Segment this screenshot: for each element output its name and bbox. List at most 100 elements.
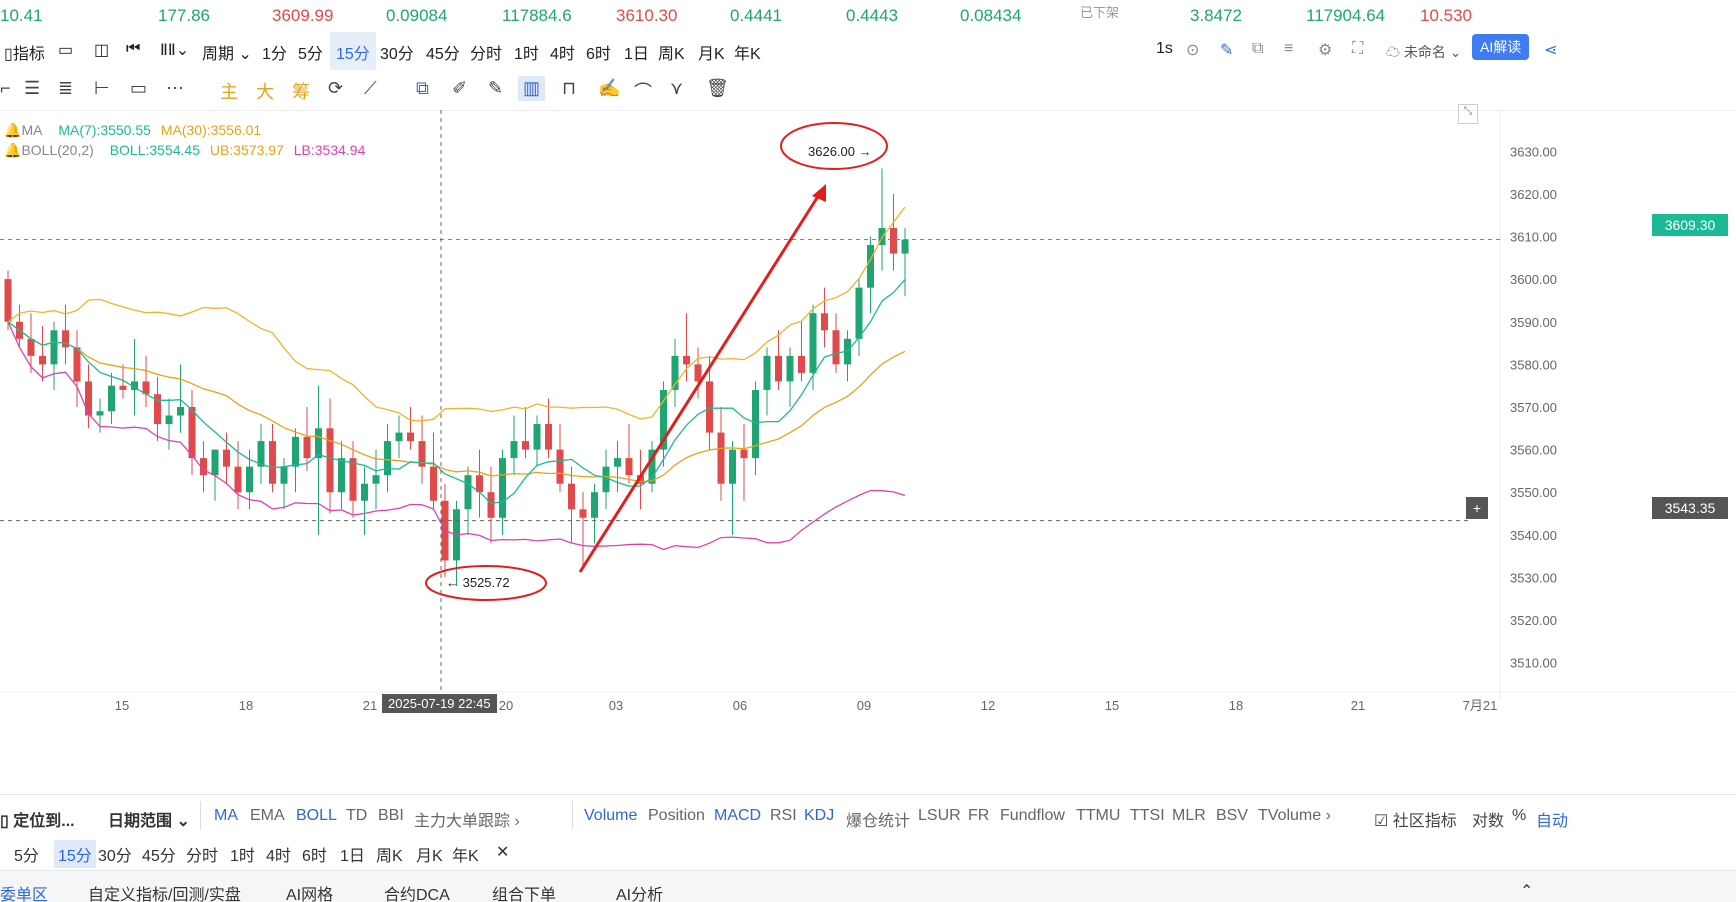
interval-3[interactable]: 30分 <box>380 46 414 63</box>
locate-button[interactable]: ▯ 定位到... <box>0 813 75 830</box>
calendar-icon[interactable]: ▭ <box>58 42 74 59</box>
period-6[interactable]: 4时 <box>266 848 291 865</box>
big-order-button[interactable]: 大 <box>256 82 274 102</box>
interval-7[interactable]: 4时 <box>550 46 575 63</box>
ind-ema[interactable]: EMA <box>250 807 285 824</box>
ind-ttmu[interactable]: TTMU <box>1076 807 1121 824</box>
ticker-value[interactable]: 117884.6 <box>502 6 572 25</box>
share-icon[interactable]: ⋖ <box>1544 42 1558 59</box>
ticker-value[interactable]: 10.41 <box>0 6 43 25</box>
measure-icon[interactable]: ⟋ <box>364 78 377 98</box>
period-11[interactable]: 年K <box>452 848 479 865</box>
ticker-value[interactable]: 已下架 <box>1080 5 1120 20</box>
percent-button[interactable]: % <box>1512 807 1527 824</box>
window-icon[interactable]: ⧉ <box>1252 40 1264 57</box>
ind-lsur[interactable]: LSUR <box>918 807 961 824</box>
ticker-value[interactable]: 3609.99 <box>272 6 334 25</box>
brush-icon[interactable]: ✎ <box>488 78 504 98</box>
ind-bsv[interactable]: BSV <box>1216 807 1249 824</box>
tab-combo[interactable]: 组合下单 <box>492 887 557 902</box>
layout-name-dropdown[interactable]: ☁ 未命名 ⌄ <box>1386 44 1462 60</box>
horizontal-line-icon[interactable]: ⊢ <box>94 78 110 98</box>
speed-label[interactable]: 1s <box>1156 40 1173 57</box>
chip-button[interactable]: 筹 <box>292 82 310 102</box>
ind-mlr[interactable]: MLR <box>1172 807 1206 824</box>
ind-liq-stats[interactable]: 爆仓统计 <box>846 813 911 830</box>
date-range-dropdown[interactable]: 日期范围 ⌄ <box>108 813 190 830</box>
period-8[interactable]: 1日 <box>340 848 365 865</box>
rewind-icon[interactable]: ⏮ <box>126 40 141 57</box>
interval-1[interactable]: 5分 <box>298 46 323 63</box>
interval-9[interactable]: 1日 <box>624 46 649 63</box>
ticker-value[interactable]: 0.4443 <box>846 6 898 25</box>
layout-icon[interactable]: ◫ <box>94 42 110 59</box>
camera-icon[interactable]: ⊙ <box>1186 42 1200 59</box>
add-alert-icon[interactable]: + <box>1466 497 1488 519</box>
ind-tvolume[interactable]: TVolume › <box>1258 807 1331 824</box>
rectangle-icon[interactable]: ▭ <box>130 78 148 98</box>
auto-scale-button[interactable]: 自动 <box>1536 813 1569 830</box>
ind-kdj[interactable]: KDJ <box>804 807 835 824</box>
close-icon[interactable]: ✕ <box>496 844 510 861</box>
edit-icon[interactable]: ✍ <box>598 78 621 98</box>
interval-2[interactable]: 15分 <box>330 32 376 70</box>
interval-12[interactable]: 年K <box>734 46 761 63</box>
list-icon[interactable]: ≡ <box>1284 40 1294 57</box>
candlestick-chart[interactable]: 3630.00 3620.00 3610.00 3600.00 3590.00 3580.… <box>0 104 1736 794</box>
magnet-icon[interactable]: ⌒ <box>634 82 652 102</box>
expand-icon[interactable]: ⤡ <box>1458 104 1478 124</box>
collapse-icon[interactable]: ⌃ <box>1520 883 1534 900</box>
log-scale-button[interactable]: 对数 <box>1472 813 1505 830</box>
ticker-value[interactable]: 10.530 <box>1420 6 1472 25</box>
period-1[interactable]: 15分 <box>54 840 96 868</box>
more-icon[interactable]: ⋯ <box>166 78 184 98</box>
cursor-icon[interactable]: ⌐ <box>0 78 11 98</box>
community-indicator-button[interactable]: ☑ 社区指标 <box>1374 813 1457 830</box>
ind-ttsi[interactable]: TTSI <box>1130 807 1165 824</box>
lock-icon[interactable]: ⊓ <box>562 78 577 98</box>
ticker-value[interactable]: 3610.30 <box>616 6 678 25</box>
pen-icon[interactable]: ✎ <box>1220 42 1234 59</box>
period-9[interactable]: 周K <box>376 848 403 865</box>
interval-5[interactable]: 分时 <box>470 46 503 63</box>
chart-svg[interactable]: 3630.00 3620.00 3610.00 3600.00 3590.00 3580.… <box>0 110 1736 794</box>
trash-icon[interactable]: 🗑 <box>706 78 729 98</box>
interval-4[interactable]: 45分 <box>426 46 460 63</box>
tab-dca[interactable]: 合约DCA <box>384 887 450 902</box>
ind-volume[interactable]: Volume <box>584 807 638 824</box>
tab-ai-grid[interactable]: AI网格 <box>286 887 334 902</box>
period-7[interactable]: 6时 <box>302 848 327 865</box>
ruler-icon[interactable]: ✐ <box>452 78 468 98</box>
fullscreen-icon[interactable]: ⛶ <box>1352 40 1364 57</box>
interval-0[interactable]: 1分 <box>262 46 287 63</box>
filter-icon[interactable]: ⋎ <box>670 78 684 98</box>
ind-boll[interactable]: BOLL <box>296 807 337 824</box>
ticker-value[interactable]: 0.4441 <box>730 6 782 25</box>
ticker-value[interactable]: 3.8472 <box>1190 6 1242 25</box>
ticker-value[interactable]: 117904.64 <box>1306 6 1386 25</box>
ticker-value[interactable]: 0.09084 <box>386 6 448 25</box>
ind-position[interactable]: Position <box>648 807 705 824</box>
tab-custom-indicator[interactable]: 自定义指标/回测/实盘 <box>88 887 241 902</box>
period-dropdown[interactable]: 周期 ⌄ <box>202 46 252 63</box>
interval-6[interactable]: 1时 <box>514 46 539 63</box>
ind-ma[interactable]: MA <box>214 807 238 824</box>
ind-bbi[interactable]: BBI <box>378 807 404 824</box>
period-0[interactable]: 5分 <box>14 848 39 865</box>
period-4[interactable]: 分时 <box>186 848 219 865</box>
candle-type-icon[interactable]: ⅡⅡ⌄ <box>160 42 190 59</box>
ticker-value[interactable]: 0.08434 <box>960 6 1022 25</box>
period-5[interactable]: 1时 <box>230 848 255 865</box>
lines-icon[interactable]: ≣ <box>58 78 74 98</box>
interval-11[interactable]: 月K <box>698 46 725 63</box>
ind-fundflow[interactable]: Fundflow <box>1000 807 1065 824</box>
ind-td[interactable]: TD <box>346 807 368 824</box>
ai-interpret-button[interactable]: AI解读 <box>1472 34 1530 60</box>
indicator-button[interactable]: ▯指标 <box>4 46 45 63</box>
tab-ai-analysis[interactable]: AI分析 <box>616 887 664 902</box>
period-2[interactable]: 30分 <box>98 848 132 865</box>
interval-8[interactable]: 6时 <box>586 46 611 63</box>
ticker-value[interactable]: 177.86 <box>158 6 210 25</box>
candles-icon[interactable]: ▥ <box>518 76 546 101</box>
gear-icon[interactable]: ⚙ <box>1318 42 1333 59</box>
